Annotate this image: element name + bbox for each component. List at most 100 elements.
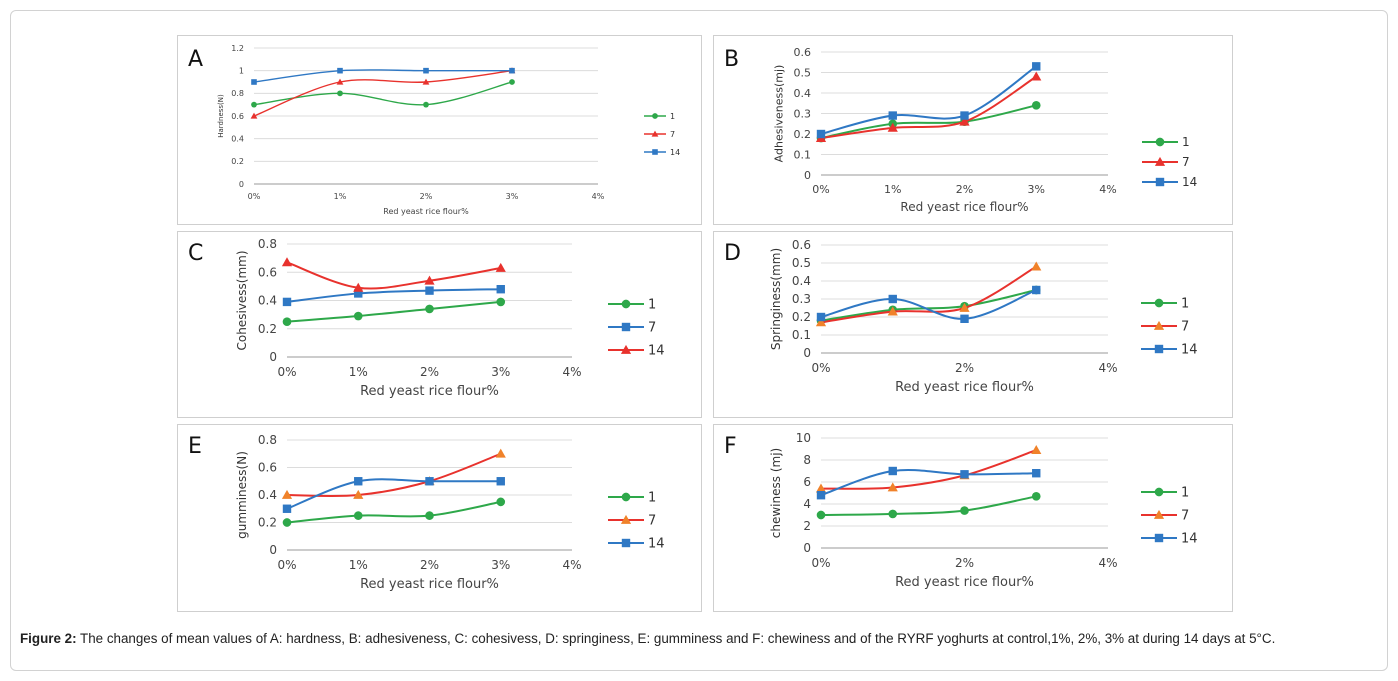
y-tick-label-e: 0.2	[258, 516, 277, 530]
series-line-b-14	[820, 65, 1037, 135]
data-point-d-14	[1032, 285, 1041, 295]
legend-label-f-7: 7	[1181, 509, 1189, 524]
legend-marker-d-1	[1154, 298, 1164, 308]
legend-marker-d-14	[1154, 344, 1164, 354]
data-point-f-7	[1031, 445, 1042, 454]
x-axis-title-e: Red yeast rice flour%	[360, 577, 499, 592]
y-tick-label-f: 8	[803, 453, 811, 467]
x-tick-label-b: 0%	[812, 183, 829, 196]
x-tick-label-e: 4%	[562, 558, 581, 572]
data-point-a-1	[423, 101, 429, 108]
data-point-f-14	[888, 466, 897, 476]
y-tick-label-e: 0.8	[258, 433, 277, 447]
data-point-e-14	[425, 477, 434, 486]
data-point-d-7	[959, 302, 970, 312]
data-point-c-1	[282, 317, 292, 327]
data-point-d-14	[960, 314, 969, 323]
data-point-a-14	[251, 79, 257, 85]
data-point-c-14	[495, 262, 506, 272]
chart-e: E 0 0.2 0.4 0.6 0.8 0% 1% 2% 3% 4% Red yeast rice f…	[188, 433, 665, 592]
series-line-c-1	[286, 300, 501, 323]
legend-marker-c-14	[620, 344, 632, 354]
x-tick-label-d: 2%	[955, 361, 974, 375]
y-tick-label-f: 6	[803, 475, 811, 489]
y-tick-label-a: 0.2	[231, 157, 244, 166]
legend-marker-a-7	[651, 130, 659, 137]
x-tick-label-a: 3%	[506, 192, 519, 201]
data-point-b-14	[960, 111, 969, 120]
legend-marker-b-1	[1155, 137, 1165, 147]
x-tick-label-c: 3%	[491, 365, 510, 379]
data-point-e-1	[496, 497, 506, 507]
legend-marker-f-7	[1153, 509, 1165, 519]
x-tick-label-b: 1%	[884, 183, 901, 196]
y-tick-label-f: 10	[796, 431, 811, 445]
data-point-d-14	[888, 294, 897, 304]
data-point-a-14	[423, 67, 429, 74]
series-line-e-1	[286, 500, 501, 524]
data-point-f-14	[960, 470, 969, 479]
data-point-e-14	[496, 477, 505, 486]
data-point-e-7	[495, 448, 506, 458]
series-line-b-7	[820, 75, 1037, 140]
y-axis-title-c: Cohesivess(mm)	[235, 250, 249, 350]
caption-label: Figure 2:	[20, 631, 77, 646]
data-point-c-7	[282, 297, 292, 307]
legend-marker-b-14	[1155, 177, 1165, 187]
panel-a: A 0 0.2 0.4 0.6 0.8 1 1.2 0% 1% 2% 3% 4% Red yeast ri…	[177, 35, 702, 225]
y-tick-label-a: 0.8	[231, 89, 244, 98]
data-point-f-1	[960, 506, 969, 515]
y-tick-label-d: 0.4	[792, 274, 811, 288]
legend-marker-a-14	[652, 149, 658, 155]
data-point-c-7	[354, 289, 363, 298]
legend-label-e-14: 14	[648, 537, 665, 552]
panel-letter-a: A	[188, 47, 203, 72]
panel-letter-d: D	[724, 241, 741, 266]
legend-label-d-7: 7	[1181, 320, 1189, 335]
legend-marker-e-14	[621, 538, 631, 548]
legend-marker-c-1	[621, 299, 631, 309]
legend-label-f-1: 1	[1181, 486, 1189, 501]
legend-label-b-7: 7	[1182, 155, 1190, 169]
y-tick-label-a: 0.6	[231, 112, 244, 121]
series-line-e-14	[286, 478, 501, 510]
x-tick-label-a: 2%	[420, 192, 433, 201]
data-point-b-14	[888, 111, 897, 120]
x-tick-label-e: 2%	[420, 558, 439, 572]
legend-label-c-14: 14	[648, 344, 665, 359]
legend-label-b-14: 14	[1182, 175, 1197, 189]
y-tick-label-e: 0	[269, 543, 277, 557]
y-tick-label-e: 0.6	[258, 461, 277, 475]
x-tick-label-a: 1%	[334, 192, 347, 201]
series-line-d-1	[820, 289, 1037, 322]
y-tick-label-d: 0.3	[792, 292, 811, 306]
panel-f: F 0 2 4 6 8 10 0% 2% 4% Red yeast rice flour% chewi…	[713, 424, 1233, 612]
x-tick-label-c: 4%	[562, 365, 581, 379]
y-tick-label-a: 0.4	[231, 134, 244, 143]
series-line-a-1	[253, 81, 513, 106]
data-point-c-7	[425, 286, 434, 295]
legend-label-a-7: 7	[670, 130, 675, 139]
data-point-e-1	[282, 518, 292, 527]
data-point-f-14	[816, 491, 826, 500]
legend-marker-a-1	[652, 113, 658, 119]
legend-marker-b-7	[1154, 156, 1166, 166]
panel-letter-e: E	[188, 434, 202, 459]
data-point-a-7	[250, 112, 258, 119]
x-tick-label-c: 0%	[277, 365, 296, 379]
y-tick-label-b: 0.4	[794, 87, 812, 100]
y-axis-title-f: chewiness (mj)	[769, 448, 783, 538]
x-axis-title-c: Red yeast rice flour%	[360, 384, 499, 399]
series-line-e-7	[286, 452, 502, 498]
y-tick-label-a: 0	[239, 180, 244, 189]
data-point-c-14	[424, 275, 435, 285]
y-tick-label-d: 0.2	[792, 310, 811, 324]
legend-marker-c-7	[621, 322, 631, 332]
legend-marker-f-14	[1154, 533, 1164, 543]
x-tick-label-b: 3%	[1028, 183, 1045, 196]
series-line-f-1	[820, 495, 1037, 516]
data-point-d-7	[815, 317, 827, 327]
series-line-c-14	[286, 261, 501, 290]
data-point-c-1	[496, 297, 506, 307]
y-tick-label-d: 0.6	[792, 238, 811, 252]
